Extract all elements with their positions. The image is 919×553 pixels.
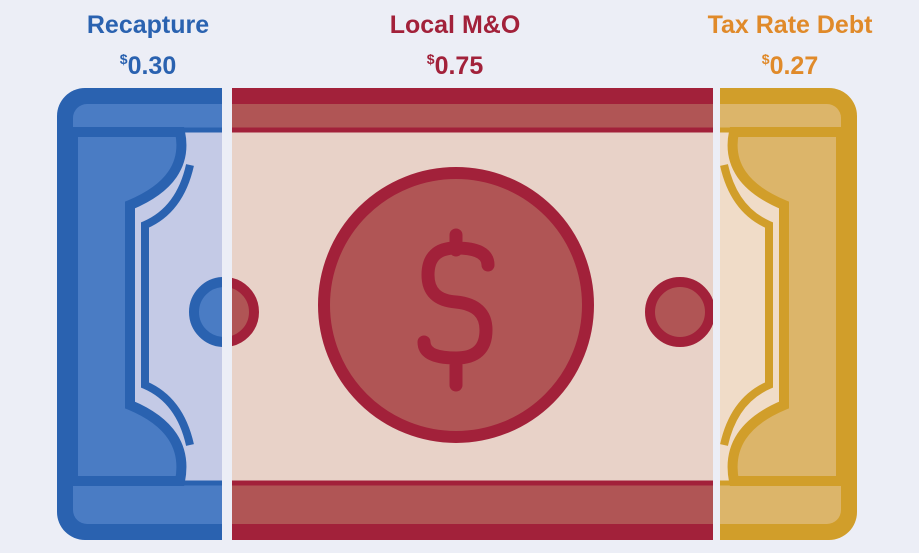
segment-title: Tax Rate Debt xyxy=(708,11,874,39)
bill-segment xyxy=(720,88,857,540)
segment-title: Local M&O xyxy=(390,11,521,39)
dot xyxy=(189,277,222,347)
bill xyxy=(57,88,857,540)
currency: $ xyxy=(762,51,770,67)
segment-amount: $0.30 xyxy=(120,51,176,80)
segment-amount: $0.75 xyxy=(427,51,484,80)
dot xyxy=(645,277,713,347)
ornament xyxy=(720,164,773,446)
bill-segment xyxy=(57,88,222,540)
amount: 0.75 xyxy=(435,52,484,80)
ornament xyxy=(141,164,194,446)
dot xyxy=(232,277,259,347)
dollar-sign xyxy=(417,228,495,392)
amount: 0.30 xyxy=(128,52,177,80)
bill-segment xyxy=(232,88,713,540)
ornament xyxy=(68,127,187,486)
currency: $ xyxy=(427,51,435,67)
ornament xyxy=(727,127,846,486)
labels: Recapture $0.30 Local M&O $0.75 Tax Rate… xyxy=(87,11,873,80)
currency: $ xyxy=(120,51,128,67)
segment-title: Recapture xyxy=(87,11,209,39)
amount: 0.27 xyxy=(770,52,819,80)
segment-amount: $0.27 xyxy=(762,51,818,80)
